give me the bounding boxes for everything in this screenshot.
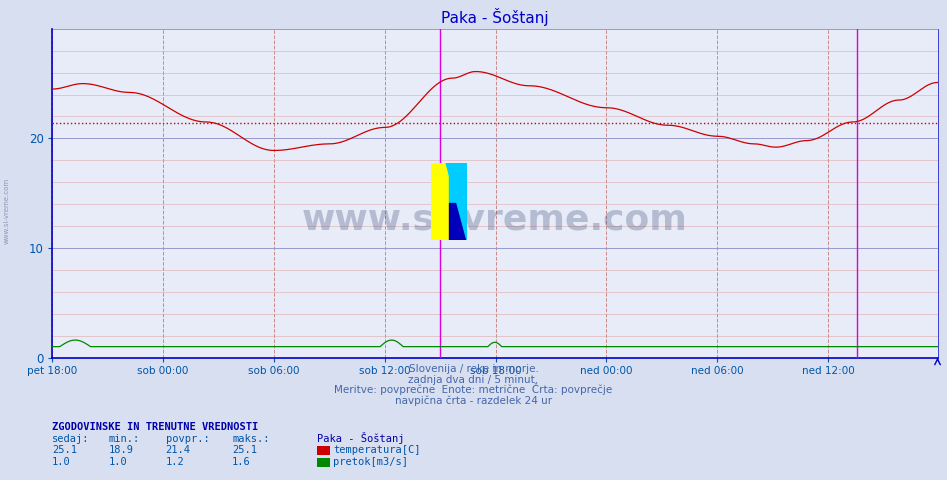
Text: zadnja dva dni / 5 minut.: zadnja dva dni / 5 minut. xyxy=(408,374,539,384)
Text: navpična črta - razdelek 24 ur: navpična črta - razdelek 24 ur xyxy=(395,395,552,406)
Text: Meritve: povprečne  Enote: metrične  Črta: povprečje: Meritve: povprečne Enote: metrične Črta:… xyxy=(334,383,613,395)
Text: temperatura[C]: temperatura[C] xyxy=(333,444,420,455)
Text: min.:: min.: xyxy=(109,433,140,444)
Text: 18.9: 18.9 xyxy=(109,444,134,455)
Text: pretok[m3/s]: pretok[m3/s] xyxy=(333,456,408,467)
Text: www.si-vreme.com: www.si-vreme.com xyxy=(4,178,9,244)
Text: 25.1: 25.1 xyxy=(232,444,257,455)
Text: 21.4: 21.4 xyxy=(166,444,190,455)
Text: 1.6: 1.6 xyxy=(232,456,251,467)
Title: Paka - Šoštanj: Paka - Šoštanj xyxy=(441,8,548,26)
Text: maks.:: maks.: xyxy=(232,433,270,444)
Text: Slovenija / reke in morje.: Slovenija / reke in morje. xyxy=(408,364,539,374)
Text: 1.0: 1.0 xyxy=(109,456,128,467)
Text: 1.2: 1.2 xyxy=(166,456,185,467)
Text: www.si-vreme.com: www.si-vreme.com xyxy=(302,203,688,237)
Text: 25.1: 25.1 xyxy=(52,444,77,455)
Bar xyxy=(449,163,467,203)
Bar xyxy=(449,203,467,240)
Polygon shape xyxy=(446,163,467,240)
Text: ZGODOVINSKE IN TRENUTNE VREDNOSTI: ZGODOVINSKE IN TRENUTNE VREDNOSTI xyxy=(52,421,259,432)
Text: Paka - Šoštanj: Paka - Šoštanj xyxy=(317,432,404,444)
Text: povpr.:: povpr.: xyxy=(166,433,209,444)
Text: sedaj:: sedaj: xyxy=(52,433,90,444)
Text: 1.0: 1.0 xyxy=(52,456,71,467)
